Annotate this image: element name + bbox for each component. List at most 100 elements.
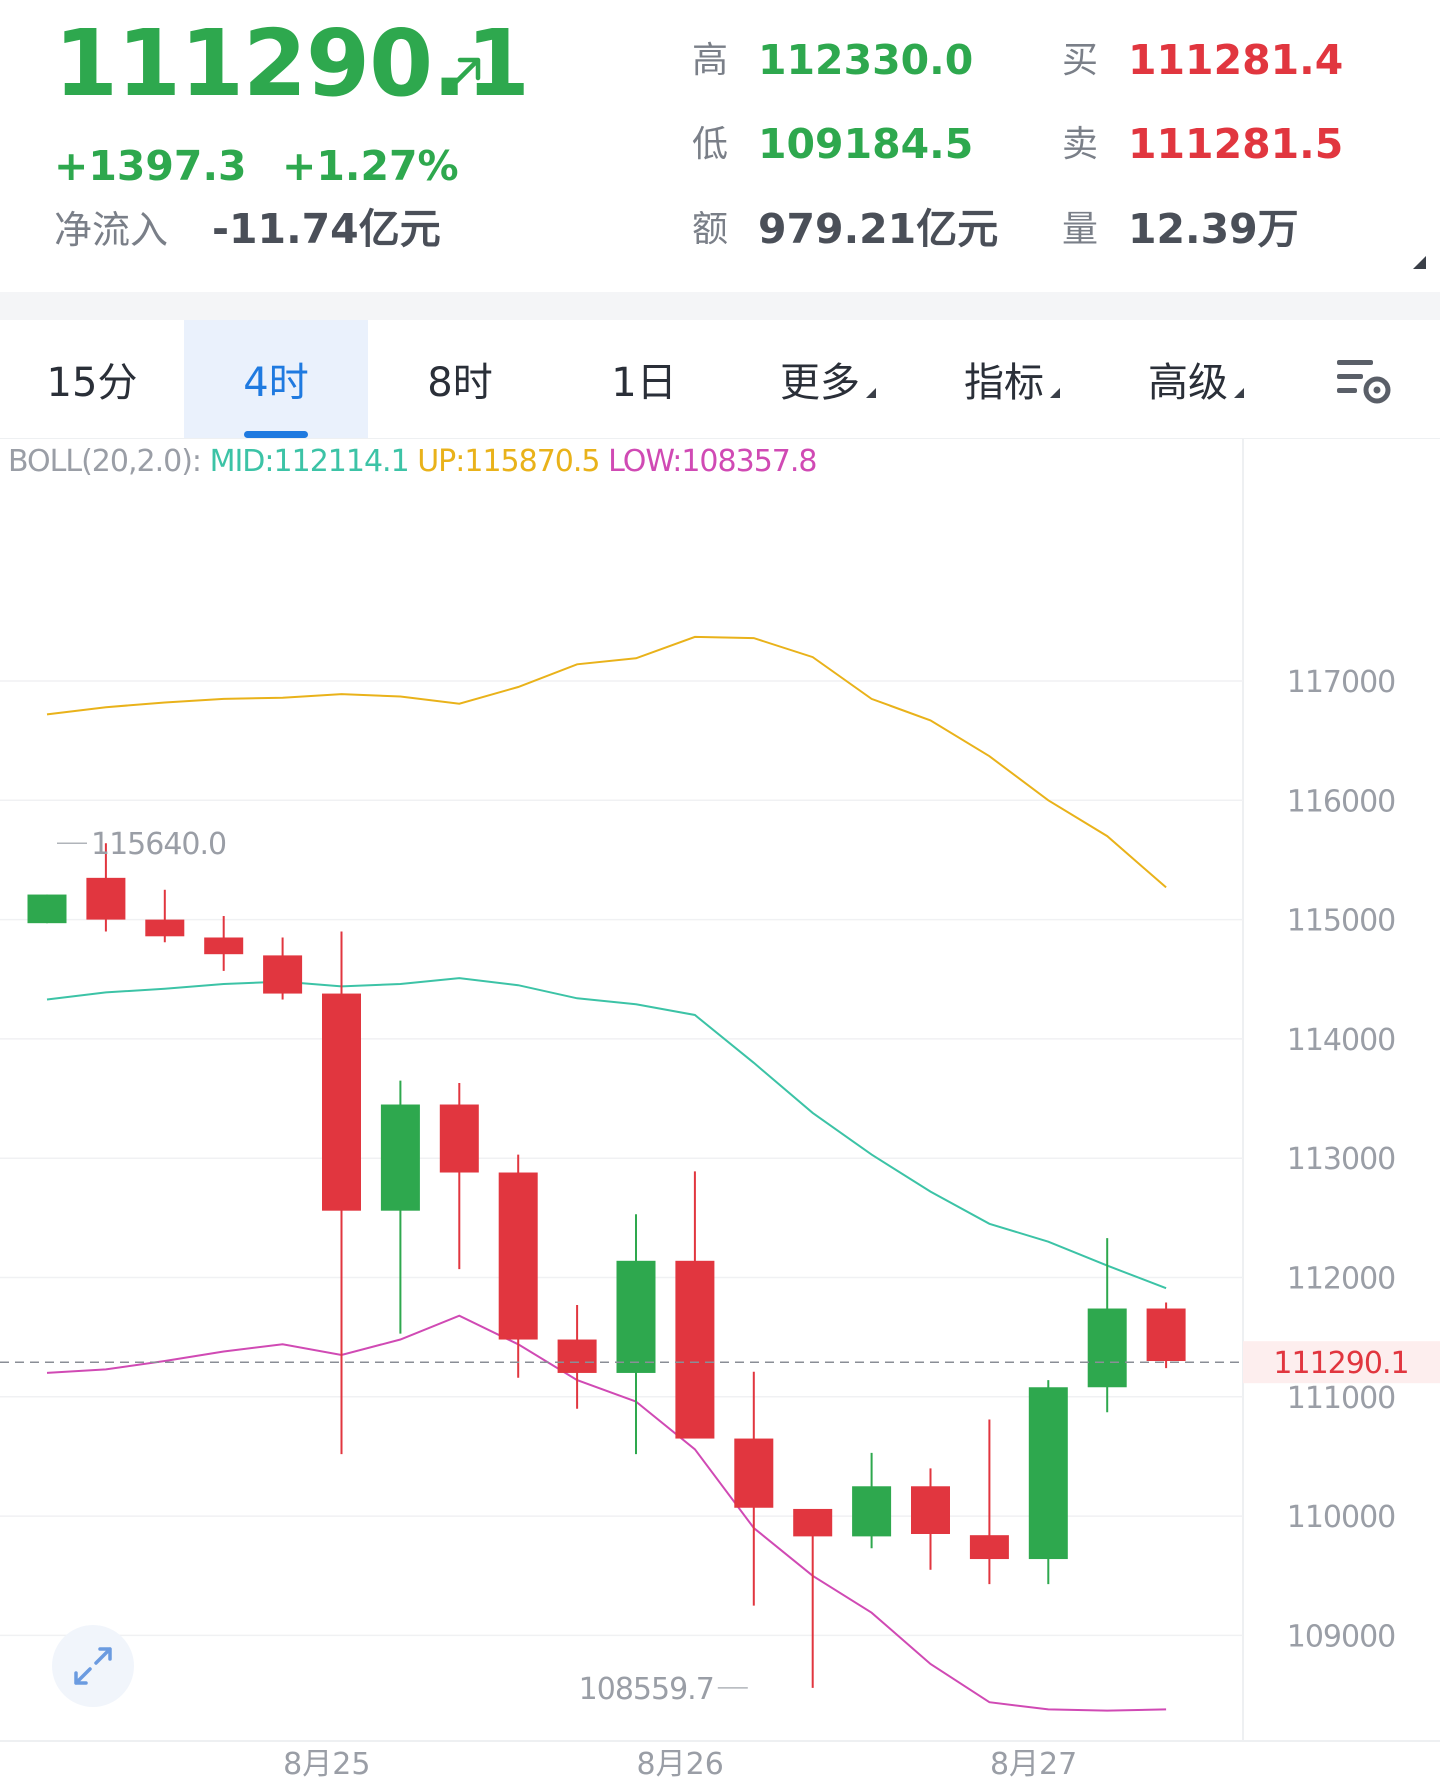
candle xyxy=(911,1468,950,1570)
candle xyxy=(439,1083,479,1270)
candle xyxy=(1028,1380,1068,1585)
x-tick-label: 8月25 xyxy=(283,1747,370,1782)
candle-body xyxy=(1087,1308,1127,1388)
candle-body xyxy=(1146,1308,1186,1362)
candle xyxy=(86,843,126,932)
active-tab-indicator xyxy=(244,431,308,438)
expand-arrows-icon xyxy=(74,1647,112,1685)
candle xyxy=(204,916,244,971)
candle xyxy=(1087,1238,1127,1413)
last-price: 111290.1 xyxy=(54,10,530,117)
candle xyxy=(27,894,67,924)
tab-advanced[interactable]: 高级 xyxy=(1104,320,1288,438)
candle xyxy=(557,1304,597,1409)
chart-labels: 117000 116000 115000 114000 113000 112000 1110… xyxy=(0,665,1440,1782)
grid xyxy=(0,439,1440,1742)
y-tick-label: 111000 xyxy=(1287,1381,1396,1416)
candle-body xyxy=(557,1339,597,1373)
candle-body xyxy=(263,955,303,994)
current-price-label: 111290.1 xyxy=(1273,1346,1408,1381)
boll-low-value: LOW:108357.8 xyxy=(608,444,817,479)
dropdown-triangle-icon xyxy=(866,388,876,398)
candle xyxy=(734,1371,774,1606)
current-price-tag xyxy=(1243,1341,1440,1384)
amount-label: 额 xyxy=(692,209,729,250)
candle xyxy=(1146,1302,1186,1369)
y-tick-label: 117000 xyxy=(1287,665,1396,700)
y-tick-label: 115000 xyxy=(1287,904,1396,939)
candle-body xyxy=(1028,1387,1068,1560)
candle-body xyxy=(969,1535,1009,1560)
y-tick-label: 116000 xyxy=(1287,784,1396,819)
candle-body xyxy=(675,1260,715,1439)
y-tick-label: 114000 xyxy=(1287,1023,1396,1058)
dropdown-triangle-icon xyxy=(1050,388,1060,398)
candle xyxy=(616,1214,656,1455)
candle-body xyxy=(380,1104,420,1211)
y-tick-label: 109000 xyxy=(1287,1619,1396,1654)
candle-body xyxy=(86,877,126,920)
boll-up-line xyxy=(46,635,1167,889)
y-tick-label: 112000 xyxy=(1287,1262,1396,1297)
price-change-pct: +1.27% xyxy=(282,142,459,190)
candle xyxy=(852,1452,892,1549)
candlestick-chart[interactable]: 117000 116000 115000 114000 113000 112000 1110… xyxy=(0,439,1440,1791)
candle-body xyxy=(793,1508,833,1537)
tab-label: 8时 xyxy=(427,360,493,406)
candle-body xyxy=(911,1486,950,1534)
x-tick-label: 8月26 xyxy=(637,1747,724,1782)
bollinger-bands xyxy=(46,635,1167,1712)
volume-label: 量 xyxy=(1062,209,1099,250)
candle-body xyxy=(734,1438,774,1508)
quote-header: 111290.1 +1397.3 +1.27% 净流入 -11.74亿元 高 1… xyxy=(0,0,1440,292)
candle-body xyxy=(322,993,361,1211)
tab-label: 高级 xyxy=(1148,360,1228,406)
fullscreen-button[interactable] xyxy=(52,1625,134,1707)
candle xyxy=(145,889,185,943)
candle-body xyxy=(27,894,67,924)
boll-up-value: UP:115870.5 xyxy=(417,444,600,479)
candle xyxy=(263,937,303,1000)
volume-value: 12.39万 xyxy=(1128,205,1299,253)
candle-body xyxy=(204,937,244,955)
candles xyxy=(27,843,1186,1688)
candle xyxy=(675,1171,715,1439)
ask-label: 卖 xyxy=(1062,124,1099,165)
tab-1d[interactable]: 1日 xyxy=(552,320,736,438)
low-value: 109184.5 xyxy=(758,120,974,168)
arrow-up-right-icon xyxy=(449,57,481,89)
min-annotation-label: 108559.7 xyxy=(579,1672,714,1707)
candle-body xyxy=(852,1486,892,1537)
tab-label: 指标 xyxy=(964,360,1044,406)
tab-4h[interactable]: 4时 xyxy=(184,320,368,438)
boll-mid-line xyxy=(46,977,1167,1290)
bid-value: 111281.4 xyxy=(1128,36,1344,84)
section-divider xyxy=(0,292,1440,320)
tab-8h[interactable]: 8时 xyxy=(368,320,552,438)
y-tick-label: 110000 xyxy=(1287,1500,1396,1535)
high-value: 112330.0 xyxy=(758,36,974,84)
expand-quote-triangle-icon[interactable] xyxy=(1413,256,1426,269)
price-change: +1397.3 xyxy=(54,142,247,190)
tab-label: 更多 xyxy=(780,360,860,406)
tab-more[interactable]: 更多 xyxy=(736,320,920,438)
y-tick-label: 113000 xyxy=(1287,1142,1396,1177)
candle-body xyxy=(145,919,185,937)
max-annotation-label: 115640.0 xyxy=(91,827,226,862)
chart-settings-icon[interactable] xyxy=(1335,356,1395,406)
candle xyxy=(498,1154,538,1378)
net-inflow-label: 净流入 xyxy=(54,208,169,252)
tab-15min[interactable]: 15分 xyxy=(0,320,184,438)
candle xyxy=(380,1080,420,1334)
ask-value: 111281.5 xyxy=(1128,120,1344,168)
tab-label: 15分 xyxy=(46,360,138,406)
low-label: 低 xyxy=(692,124,729,165)
bid-label: 买 xyxy=(1062,40,1099,81)
tab-indicators[interactable]: 指标 xyxy=(920,320,1104,438)
candle-body xyxy=(498,1172,538,1340)
net-inflow-value: -11.74亿元 xyxy=(212,205,441,253)
tab-label: 4时 xyxy=(243,360,309,406)
candle xyxy=(793,1508,833,1688)
boll-mid-value: MID:112114.1 xyxy=(209,444,410,479)
tab-label: 1日 xyxy=(611,360,677,406)
